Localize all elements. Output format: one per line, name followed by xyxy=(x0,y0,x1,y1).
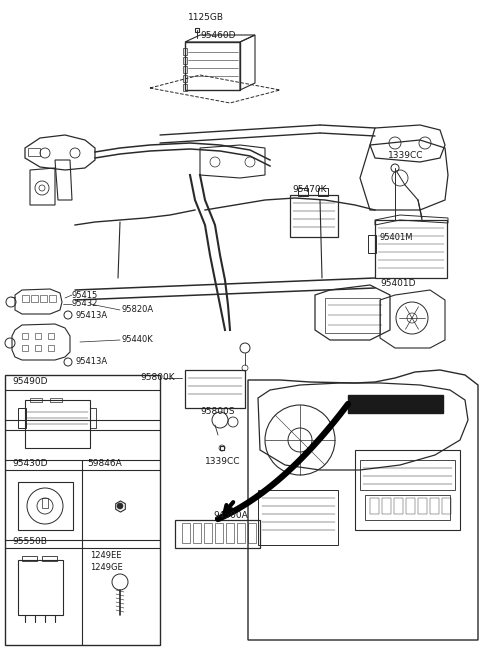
Bar xyxy=(442,498,451,514)
Bar xyxy=(22,345,28,351)
Text: 95401D: 95401D xyxy=(380,278,416,288)
Bar xyxy=(28,148,40,156)
Text: 94500A: 94500A xyxy=(213,511,248,520)
Text: 95550B: 95550B xyxy=(12,538,47,547)
Bar xyxy=(30,398,42,402)
Bar xyxy=(193,523,201,543)
Text: 95413A: 95413A xyxy=(75,311,107,320)
Bar xyxy=(185,370,245,408)
Bar xyxy=(185,42,240,90)
Text: 1339CC: 1339CC xyxy=(388,151,423,159)
Bar xyxy=(382,498,391,514)
Bar xyxy=(360,460,455,490)
Bar xyxy=(258,490,338,545)
Bar xyxy=(42,498,48,508)
Text: 95440K: 95440K xyxy=(122,336,154,345)
Bar xyxy=(290,195,338,237)
Bar xyxy=(18,482,73,530)
Bar xyxy=(25,400,90,448)
Text: 1125GB: 1125GB xyxy=(188,14,224,22)
Text: 59846A: 59846A xyxy=(87,459,122,468)
Bar xyxy=(406,498,415,514)
Bar xyxy=(348,395,443,413)
Bar xyxy=(49,295,56,302)
Text: 95432: 95432 xyxy=(72,299,98,309)
Bar xyxy=(394,498,403,514)
Bar xyxy=(183,75,187,82)
Bar xyxy=(48,333,54,339)
Bar xyxy=(318,188,328,196)
Text: 95415: 95415 xyxy=(72,290,98,299)
Text: 95413A: 95413A xyxy=(75,357,107,367)
Bar xyxy=(90,408,96,428)
Bar xyxy=(22,556,37,561)
Bar xyxy=(215,523,223,543)
Text: 1249GE: 1249GE xyxy=(90,563,123,572)
Text: 95820A: 95820A xyxy=(122,305,154,315)
Bar xyxy=(22,295,29,302)
Bar xyxy=(183,48,187,55)
Text: 95430D: 95430D xyxy=(12,459,48,468)
Bar xyxy=(183,84,187,91)
Circle shape xyxy=(117,503,123,509)
Bar xyxy=(430,498,439,514)
Bar xyxy=(50,398,62,402)
Bar xyxy=(175,520,260,548)
Text: 95800K: 95800K xyxy=(140,374,175,382)
Bar xyxy=(5,375,160,645)
Bar xyxy=(418,498,427,514)
Text: 95800S: 95800S xyxy=(200,407,235,417)
Text: 95401M: 95401M xyxy=(380,234,413,243)
Bar xyxy=(183,66,187,73)
Bar xyxy=(40,295,47,302)
Bar xyxy=(204,523,212,543)
Bar xyxy=(248,523,256,543)
Bar xyxy=(48,345,54,351)
Bar xyxy=(375,220,447,278)
Bar xyxy=(22,333,28,339)
Bar xyxy=(42,556,57,561)
Bar xyxy=(31,295,38,302)
Bar xyxy=(35,345,41,351)
Bar xyxy=(368,235,376,253)
Bar xyxy=(226,523,234,543)
Bar xyxy=(18,560,63,615)
Bar xyxy=(237,523,245,543)
Bar xyxy=(325,298,380,333)
Text: 95470K: 95470K xyxy=(292,186,326,195)
Text: 1249EE: 1249EE xyxy=(90,551,121,559)
Bar xyxy=(18,408,26,428)
Bar xyxy=(183,57,187,64)
Text: 95460D: 95460D xyxy=(200,32,236,41)
Bar xyxy=(35,333,41,339)
Bar xyxy=(365,495,450,520)
Bar xyxy=(355,450,460,530)
Bar xyxy=(370,498,379,514)
Bar xyxy=(182,523,190,543)
Text: 95490D: 95490D xyxy=(12,378,48,386)
Bar xyxy=(298,188,308,196)
Text: 1339CC: 1339CC xyxy=(205,457,240,467)
